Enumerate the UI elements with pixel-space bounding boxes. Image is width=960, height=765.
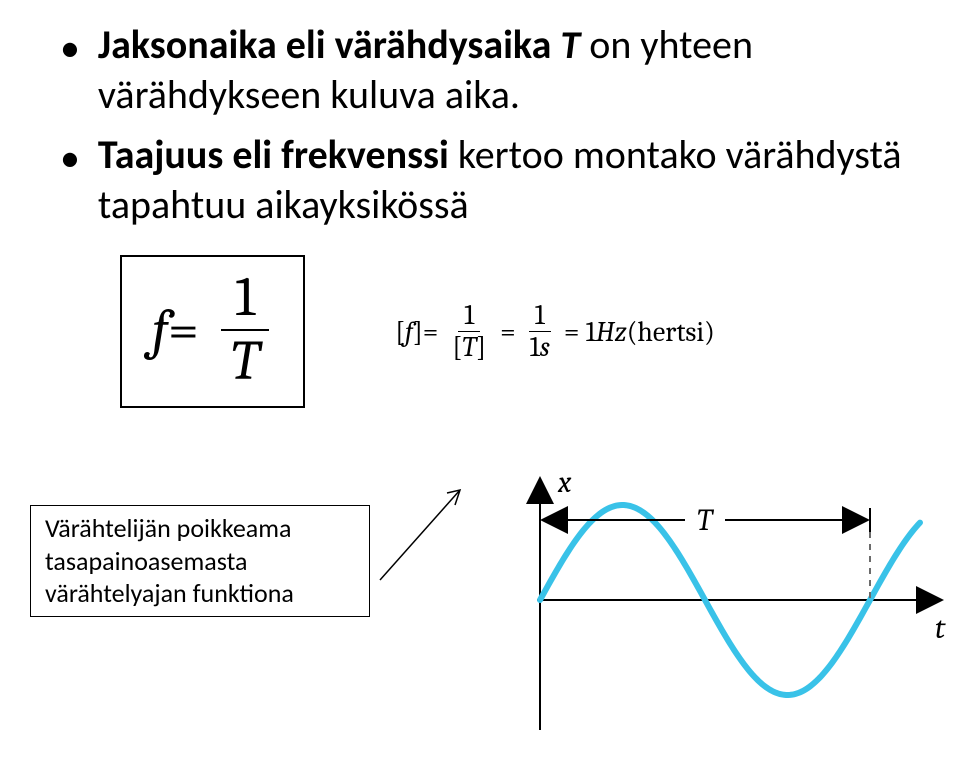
- unit-open: [: [395, 316, 405, 348]
- unit-eq1: =: [423, 316, 439, 348]
- formula-box: f = 1 T: [120, 255, 305, 408]
- unit-frac2-den: 1s: [524, 332, 556, 363]
- formula-lhs: f: [152, 298, 168, 362]
- bullet-1-text: Jaksonaika eli värähdysaika T on yhteen …: [98, 20, 920, 120]
- unit-frac2-num: 1: [529, 300, 551, 332]
- formula-fraction: 1 T: [217, 267, 273, 392]
- pointer-arrow: [375, 475, 475, 595]
- bullet-dot: •: [60, 28, 80, 68]
- svg-text:t: t: [935, 611, 946, 646]
- sine-chart: x t T: [485, 465, 960, 745]
- bullet-1: • Jaksonaika eli värähdysaika T on yhtee…: [60, 20, 920, 120]
- formula-row: f = 1 T [f] = 1 [T] = 1 1s = 1 Hz (herts…: [120, 255, 920, 408]
- bullet-dot: •: [60, 138, 80, 178]
- unit-frac1-num: 1: [458, 300, 480, 332]
- unit-frac1: 1 [T]: [446, 300, 492, 363]
- formula-eq: =: [168, 298, 199, 362]
- caption-box: Värähtelijän poikkeama tasapainoasemasta…: [30, 505, 370, 617]
- bullet-1-bold: Jaksonaika eli värähdysaika: [98, 20, 551, 69]
- unit-hertsi: (hertsi): [627, 316, 715, 348]
- unit-eq3: = 1: [564, 316, 596, 348]
- formula-den: T: [217, 331, 273, 393]
- caption-line2: tasapainoasemasta: [45, 545, 355, 578]
- slide: • Jaksonaika eli värähdysaika T on yhtee…: [0, 0, 960, 765]
- bullet-2-text: Taajuus eli frekvenssi kertoo montako vä…: [98, 130, 920, 230]
- unit-hz: Hz: [596, 316, 627, 348]
- unit-close: ]: [413, 316, 423, 348]
- svg-text:T: T: [697, 503, 715, 538]
- bullet-2: • Taajuus eli frekvenssi kertoo montako …: [60, 130, 920, 230]
- formula-num: 1: [221, 267, 269, 331]
- svg-text:x: x: [557, 465, 572, 500]
- bottom-row: Värähtelijän poikkeama tasapainoasemasta…: [30, 465, 960, 745]
- bullet-1-var: T: [551, 20, 589, 69]
- caption-line1: Värähtelijän poikkeama: [45, 512, 355, 545]
- unit-frac2: 1 1s: [524, 300, 556, 363]
- unit-eq2: =: [500, 316, 516, 348]
- unit-frac1-den: [T]: [446, 332, 492, 363]
- units-line: [f] = 1 [T] = 1 1s = 1 Hz (hertsi): [395, 300, 715, 363]
- caption-line3: värähtelyajan funktiona: [45, 577, 355, 610]
- unit-f: f: [405, 316, 413, 348]
- bullet-2-bold: Taajuus eli frekvenssi: [98, 130, 458, 179]
